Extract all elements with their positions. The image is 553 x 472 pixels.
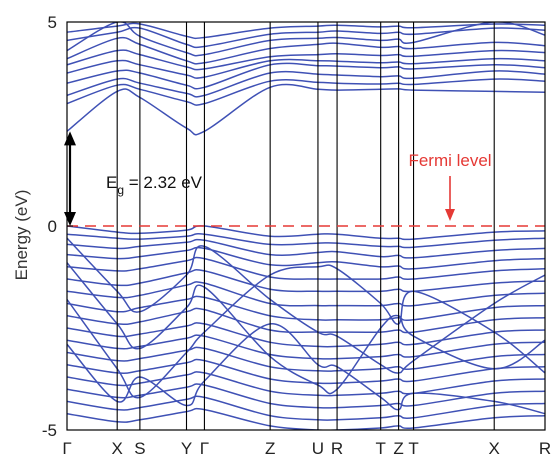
y-ticks: -5 0 5 [42, 13, 73, 440]
x-tick-label: U [312, 439, 324, 458]
band-line-v1 [67, 225, 545, 241]
band-line-c1 [67, 83, 545, 136]
band-line-v11 [67, 334, 545, 360]
band-line-v15 [67, 383, 545, 409]
y-tick-label: 5 [48, 13, 57, 32]
x-tick-label: Γ [62, 439, 71, 458]
x-tick-label: Z [265, 439, 275, 458]
x-tick-label: S [134, 439, 145, 458]
x-tick-label: T [375, 439, 385, 458]
x-tick-label: T [408, 439, 418, 458]
y-tick-label: 0 [48, 217, 57, 236]
y-tick-label: -5 [42, 421, 57, 440]
band-line-c5 [67, 57, 545, 79]
band-gap-value: = 2.32 eV [124, 173, 203, 192]
band-gap-symbol: E [106, 173, 117, 192]
conduction-bands [67, 22, 545, 136]
valence-bands [67, 225, 545, 430]
band-gap-subscript: g [117, 183, 124, 197]
x-tick-label: Γ [200, 439, 209, 458]
fermi-level-label: Fermi level [408, 151, 491, 170]
band-gap-label: Eg = 2.32 eV [106, 173, 203, 197]
band-line-v8 [67, 295, 545, 321]
x-tick-label: Y [181, 439, 192, 458]
band-gap-arrowhead-bottom [64, 212, 76, 226]
band-line-v21 [67, 323, 545, 415]
band-line-v2 [67, 233, 545, 249]
band-line-v4 [67, 246, 545, 270]
band-line-v10 [67, 322, 545, 348]
x-tick-label: X [489, 439, 500, 458]
x-tick-label: R [331, 439, 343, 458]
y-axis-label: Energy (eV) [12, 190, 31, 281]
band-line-v16 [67, 395, 545, 421]
band-line-c3 [67, 70, 545, 98]
x-tick-label: Z [393, 439, 403, 458]
band-gap-arrowhead-top [64, 131, 76, 146]
x-tick-label: X [112, 439, 123, 458]
band-line-v5 [67, 256, 545, 280]
band-line-c4 [67, 62, 545, 90]
fermi-level-arrowhead [445, 209, 455, 221]
x-tick-label: R [539, 439, 551, 458]
band-line-v14 [67, 371, 545, 397]
band-line-v19 [67, 262, 545, 395]
